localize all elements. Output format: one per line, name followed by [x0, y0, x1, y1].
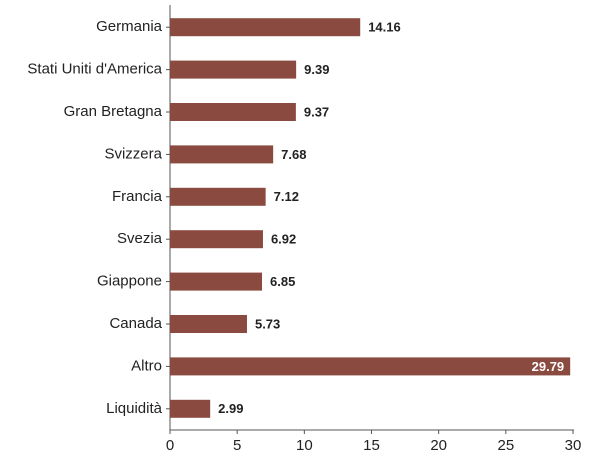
bar [170, 60, 297, 79]
y-tick-label: Canada [109, 315, 162, 332]
bar [170, 230, 263, 249]
bar [170, 103, 296, 121]
x-tick-label: 30 [565, 437, 582, 454]
y-tick-label: Svizzera [104, 145, 162, 162]
x-tick-label: 15 [363, 437, 380, 454]
bar [170, 18, 361, 37]
y-tick-label: Stati Uniti d'America [27, 61, 162, 78]
y-tick-label: Gran Bretagna [64, 103, 163, 120]
y-tick-label: Francia [112, 188, 163, 205]
value-label: 7.68 [281, 147, 306, 162]
bar [170, 187, 266, 206]
x-tick-label: 20 [430, 437, 447, 454]
value-label: 14.16 [368, 20, 401, 35]
x-tick-label: 25 [497, 437, 514, 454]
value-label: 2.99 [218, 401, 243, 416]
value-label: 9.37 [304, 104, 329, 119]
value-label: 6.92 [271, 232, 296, 247]
x-tick-label: 5 [233, 437, 241, 454]
y-tick-label: Altro [131, 357, 162, 374]
x-tick-label: 0 [166, 437, 174, 454]
bar [170, 315, 247, 333]
bar [170, 145, 274, 164]
y-tick-label: Svezia [117, 230, 163, 247]
x-tick-label: 10 [296, 437, 313, 454]
y-tick-label: Giappone [97, 273, 162, 290]
value-label: 29.79 [532, 359, 565, 374]
value-label: 7.12 [274, 189, 299, 204]
value-label: 6.85 [270, 274, 295, 289]
y-tick-label: Liquidità [106, 400, 163, 417]
bar [170, 357, 571, 376]
y-tick-label: Germania [96, 18, 163, 35]
bar [170, 272, 263, 291]
value-label: 9.39 [304, 62, 329, 77]
bar [170, 399, 211, 418]
value-label: 5.73 [255, 316, 280, 331]
